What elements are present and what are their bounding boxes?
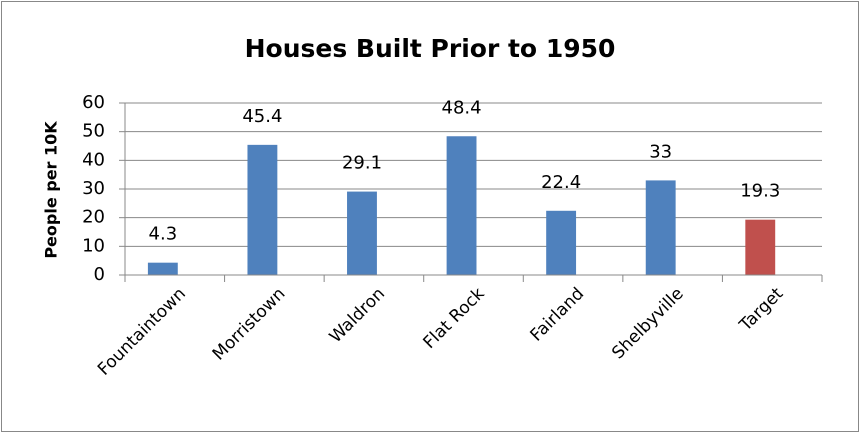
y-tick-label: 40 [82,149,105,170]
bar [645,180,676,275]
y-tick-label: 10 [82,235,105,256]
value-label: 48.4 [442,97,482,118]
value-label: 33 [649,141,672,162]
value-label: 19.3 [740,181,780,202]
y-tick-label: 60 [82,92,105,113]
value-label: 45.4 [242,106,282,127]
bar [247,144,278,275]
bar [446,136,477,275]
y-tick-label: 20 [82,207,105,228]
y-axis-label: People per 10K [42,121,61,259]
chart-title: Houses Built Prior to 1950 [245,34,616,63]
value-label: 4.3 [149,224,178,245]
bar [546,210,577,275]
bar [745,219,776,275]
value-label: 29.1 [342,153,382,174]
y-tick-label: 30 [82,178,105,199]
y-tick-label: 0 [94,264,105,285]
value-label: 22.4 [541,172,581,193]
y-tick-label: 50 [82,121,105,142]
bar [147,262,178,275]
bar [347,191,377,275]
